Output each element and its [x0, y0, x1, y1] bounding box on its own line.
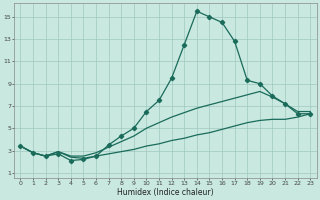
- X-axis label: Humidex (Indice chaleur): Humidex (Indice chaleur): [117, 188, 214, 197]
